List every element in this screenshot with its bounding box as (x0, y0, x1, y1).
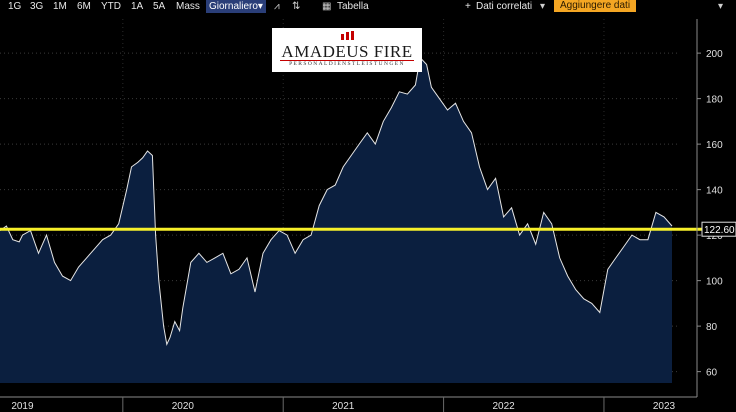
x-tick-label: 2021 (332, 401, 355, 412)
logo-divider (280, 60, 414, 61)
add-data-button[interactable]: Aggiungere dati (554, 0, 637, 12)
y-axis: 6080100120140160180200 (696, 19, 723, 397)
logo-tagline: PERSONALDIENSTLEISTUNGEN (289, 61, 405, 67)
reference-value-label: 122.60 (704, 225, 735, 236)
y-tick-label: 100 (706, 277, 723, 288)
logo-bars-icon (341, 31, 354, 40)
logo-name: AMADEUS FIRE (281, 42, 413, 61)
x-tick-label: 2019 (11, 401, 34, 412)
chevron-down-icon[interactable]: ▾ (718, 1, 724, 12)
x-axis: 2019 2020 2021 2022 2023 (0, 396, 697, 412)
table-icon[interactable]: ▦ (322, 1, 332, 12)
y-tick-label: 80 (706, 322, 718, 333)
y-tick-label: 200 (706, 49, 723, 60)
add-icon[interactable]: + (465, 1, 471, 12)
period-3g-button[interactable]: 3G (30, 1, 44, 12)
y-tick-label: 180 (706, 95, 723, 106)
related-dropdown-icon[interactable]: ▾ (540, 1, 546, 12)
y-tick-label: 140 (706, 186, 723, 197)
sort-icon[interactable]: ⇅ (292, 1, 301, 12)
price-area (0, 57, 672, 383)
x-tick-label: 2023 (653, 401, 676, 412)
related-data-button[interactable]: Dati correlati (476, 1, 533, 12)
period-6m-button[interactable]: 6M (77, 1, 91, 12)
chart-toolbar: 1G 3G 1M 6M YTD 1A 5A Mass Giornaliero▾ … (0, 0, 736, 13)
y-tick-label: 160 (706, 140, 723, 151)
line-chart-icon[interactable]: ⩘ (274, 1, 280, 12)
company-logo: AMADEUS FIRE PERSONALDIENSTLEISTUNGEN (272, 28, 422, 72)
interval-label: Giornaliero (209, 1, 258, 12)
reference-value-box (701, 221, 736, 237)
period-max-button[interactable]: Mass (176, 1, 200, 12)
price-line (0, 56, 673, 346)
interval-dropdown[interactable]: Giornaliero▾ (206, 0, 266, 13)
x-tick-label: 2022 (492, 401, 515, 412)
y-tick-label: 60 (706, 368, 718, 379)
period-5a-button[interactable]: 5A (153, 1, 166, 12)
chevron-down-icon: ▾ (257, 1, 263, 12)
table-button[interactable]: Tabella (337, 1, 369, 12)
reference-value-badge: 122.60 (701, 221, 736, 237)
price-chart: 6080100120140160180200 122.60 2019202020… (0, 19, 736, 412)
period-ytd-button[interactable]: YTD (101, 1, 121, 12)
x-tick-label: 2020 (172, 401, 195, 412)
period-1m-button[interactable]: 1M (53, 1, 67, 12)
period-1g-button[interactable]: 1G (8, 1, 22, 12)
period-1a-button[interactable]: 1A (131, 1, 144, 12)
